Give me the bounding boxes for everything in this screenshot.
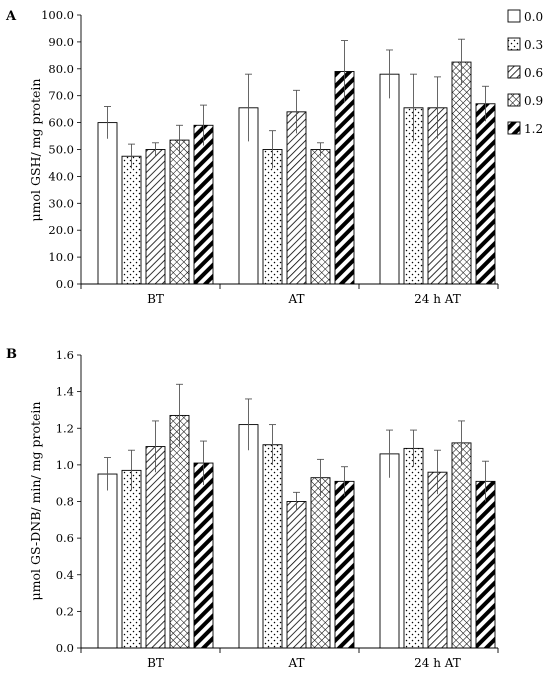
panel-a-y-tick-label: 80.0 [48,62,74,76]
legend-swatch [507,37,521,51]
panel-a-y-tick-label: 50.0 [48,143,74,157]
panel-b-bar [427,471,448,649]
panel-b-y-ticks: 0.0 0.2 0.4 0.6 0.8 1.0 1.2 1.4 1.6 [56,348,81,655]
panel-b-bar [262,444,283,649]
panel-b-y-tick-label: 1.6 [56,348,74,362]
panel-b-bar [145,446,166,649]
panel-a-category-label: BT [147,292,164,306]
panel-b-label: B [6,347,17,362]
panel-a-label: A [5,9,17,24]
panel-b-bars [97,383,496,649]
panel-b-y-axis-title: μmol GS-DNB/ min/ mg protein [28,402,43,601]
panel-a-bar [475,103,496,285]
panel-b-category-label: BT [147,656,164,670]
panel-b-category-label: 24 h AT [414,656,461,670]
panel-a-bar [379,73,400,285]
panel-a-y-axis-title: μmol GSH/ mg protein [28,79,43,222]
legend-label: 1.2 [524,122,543,136]
legend-swatch [507,121,521,135]
panel-b-bar [379,453,400,649]
panel-b-y-tick-label: 0.2 [56,604,74,618]
panel-a-category-label: AT [287,292,304,306]
panel-b-bar [193,462,214,649]
legend-swatch [507,65,521,79]
panel-b-y-tick-label: 1.0 [56,458,74,472]
panel-b-bar [121,469,142,649]
panel-a-bar [451,61,472,285]
panel-a-y-tick-label: 20.0 [48,223,74,237]
panel-b-category-label: AT [287,656,304,670]
panel-b-bar [310,477,331,649]
panel-a-y-tick-label: 60.0 [48,116,74,130]
panel-b-bar [97,473,118,649]
panel-a-category-label: 24 h AT [414,292,461,306]
panel-a-y-tick-label: 90.0 [48,35,74,49]
panel-b-category-labels: BT AT 24 h AT [147,656,461,670]
panel-b-bar [334,480,355,649]
panel-a-y-tick-label: 0.0 [56,277,74,291]
panel-b-y-tick-label: 1.4 [56,385,74,399]
panel-a-bar [310,149,331,285]
panel-b-y-tick-label: 0.8 [56,495,74,509]
panel-b-bar [238,424,259,649]
panel-b-y-tick-label: 0.6 [56,531,74,545]
panel-a-bar [286,111,307,285]
panel-b-y-tick-label: 1.2 [56,421,74,435]
legend-label: 0.3 [524,38,543,52]
legend: 0.0 0.3 0.6 0.9 1.2 [507,9,543,136]
panel-b-bar [286,501,307,649]
legend-label: 0.0 [524,10,543,24]
legend-swatch [507,93,521,107]
panel-a-bar [193,124,214,285]
panel-a-y-tick-label: 100.0 [41,8,74,22]
legend-swatch [507,9,521,23]
legend-label: 0.6 [524,66,543,80]
panel-b-y-tick-label: 0.0 [56,641,74,655]
panel-a-y-ticks: 0.0 10.0 20.0 30.0 40.0 50.0 60.0 70.0 80.0 90.0 1… [41,8,81,291]
panel-b-bar [475,480,496,649]
panel-b-y-tick-label: 0.4 [56,568,74,582]
panel-a-y-tick-label: 40.0 [48,169,74,183]
panel-a-category-labels: BT AT 24 h AT [147,292,461,306]
panel-b-bar [403,447,424,649]
panel-b: B μmol GS-DNB/ min/ mg protein 0.0 0.2 0.4… [6,347,499,670]
panel-a-axes [80,15,499,289]
panel-a-bar [334,71,355,285]
panel-a-bar [121,155,142,285]
panel-a: A μmol GSH/ mg protein 0.0 10.0 20.0 30.0 40… [5,8,543,306]
panel-a-y-tick-label: 30.0 [48,196,74,210]
panel-b-bar [169,414,190,649]
legend-label: 0.9 [524,94,543,108]
panel-a-bar [169,139,190,285]
panel-a-bar [145,149,166,285]
panel-b-axes [80,355,499,653]
panel-a-bar [262,149,283,285]
panel-a-bars [97,38,496,285]
panel-a-bar [97,122,118,285]
panel-a-y-tick-label: 70.0 [48,89,74,103]
panel-b-bar [451,442,472,649]
panel-a-y-tick-label: 10.0 [48,250,74,264]
